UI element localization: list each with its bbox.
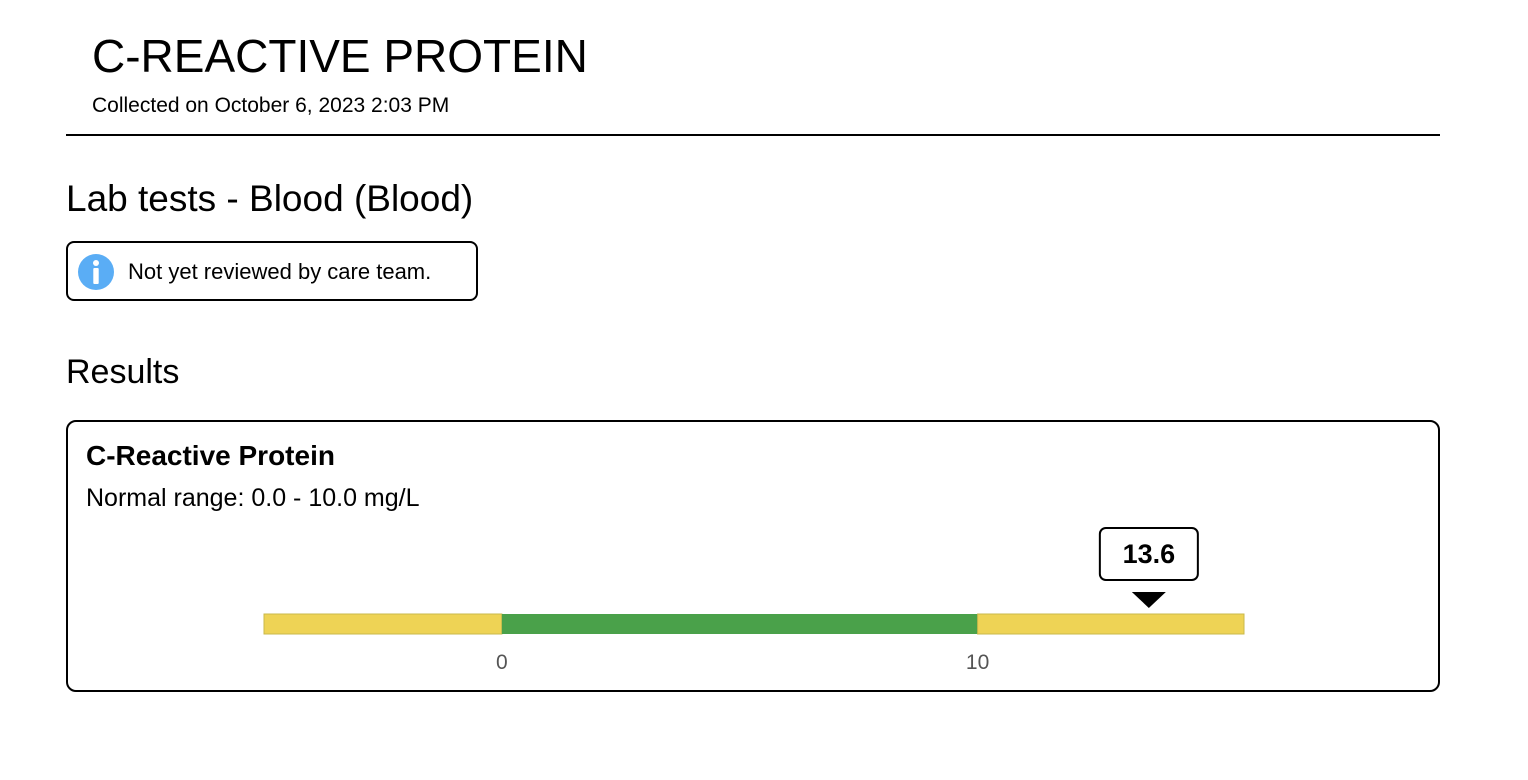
range-bar xyxy=(263,613,1245,635)
value-marker: 13.6 xyxy=(1098,527,1199,608)
range-ticks: 0 10 xyxy=(496,651,989,674)
normal-range-segment xyxy=(501,614,978,634)
collected-date: Collected on October 6, 2023 2:03 PM xyxy=(92,94,450,117)
result-card: C-Reactive Protein Normal range: 0.0 - 1… xyxy=(66,420,1440,692)
value-label: 13.6 xyxy=(1123,539,1176,569)
review-status-text: Not yet reviewed by care team. xyxy=(128,259,432,284)
tick-label: 10 xyxy=(966,651,989,674)
review-status-badge: Not yet reviewed by care team. xyxy=(66,241,478,301)
below-range-segment xyxy=(263,613,503,635)
value-pointer xyxy=(1131,592,1166,608)
info-icon xyxy=(78,254,114,290)
section-title: Lab tests - Blood (Blood) xyxy=(66,178,474,219)
results-title: Results xyxy=(66,353,180,391)
value-label-box xyxy=(1098,527,1199,581)
header-divider xyxy=(66,134,1440,136)
range-chart: 0 10 13.6 xyxy=(263,527,1245,674)
result-name: C-Reactive Protein xyxy=(86,440,335,471)
tick-label: 0 xyxy=(496,651,508,674)
page-title: C-REACTIVE PROTEIN xyxy=(92,30,588,82)
above-range-segment xyxy=(977,613,1245,635)
normal-range: Normal range: 0.0 - 10.0 mg/L xyxy=(86,484,420,512)
